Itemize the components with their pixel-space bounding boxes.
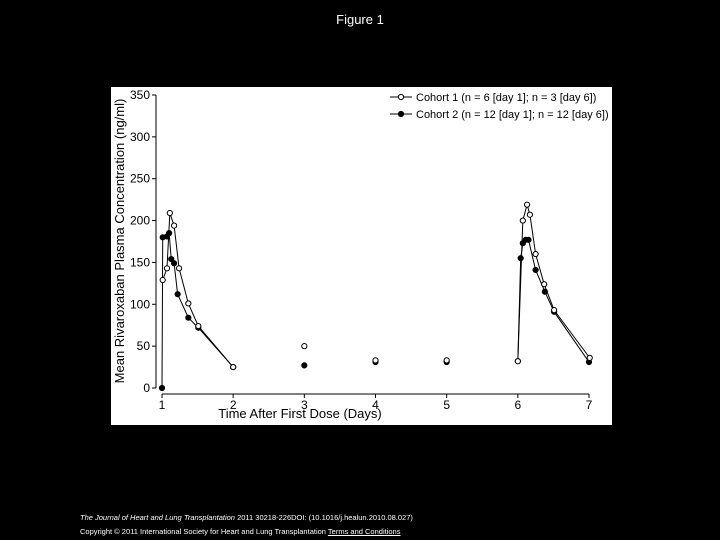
y-tick-label: 0 (143, 381, 150, 395)
citation: 2011 30218-226DOI: (10.1016/j.healun.201… (237, 513, 413, 522)
data-point (174, 291, 181, 298)
x-tick-label: 1 (159, 398, 166, 412)
series-line (162, 212, 234, 368)
x-tick-label: 7 (586, 398, 593, 412)
data-point (525, 236, 532, 243)
data-point (517, 255, 524, 262)
data-point (551, 307, 558, 314)
footer-line: The Journal of Heart and Lung Transplant… (80, 513, 413, 522)
data-point (372, 357, 379, 364)
data-point (301, 362, 308, 369)
journal: The Journal of Heart and Lung Transplant… (80, 513, 235, 522)
footer-line: Copyright © 2011 International Society f… (80, 527, 400, 536)
y-tick-label: 250 (130, 172, 150, 186)
legend-marker (397, 110, 405, 118)
data-point (185, 314, 192, 321)
x-axis-label: Time After First Dose (Days) (218, 406, 381, 421)
data-point (532, 250, 539, 258)
data-point (301, 343, 308, 350)
y-tick-label: 100 (130, 297, 150, 311)
legend-marker (397, 93, 405, 101)
data-point (185, 300, 192, 307)
data-point (586, 354, 593, 361)
data-point (170, 222, 178, 229)
data-point (168, 255, 175, 263)
y-tick-label: 300 (130, 130, 150, 144)
data-point (519, 217, 526, 224)
x-tick-label: 5 (443, 398, 450, 412)
data-point (195, 322, 202, 330)
x-tick-label: 4 (372, 398, 379, 412)
data-point (523, 201, 531, 208)
data-point (532, 266, 539, 274)
data-point (443, 357, 450, 364)
terms-link[interactable]: Terms and Conditions (327, 527, 401, 536)
chart-title: Figure 1 (336, 12, 384, 27)
data-point (175, 265, 183, 272)
y-tick-label: 150 (130, 255, 150, 269)
data-point (541, 281, 548, 288)
y-tick-label: 350 (130, 88, 150, 102)
y-tick-label: 200 (130, 214, 150, 228)
copyright: Copyright © 2011 International Society f… (80, 527, 326, 536)
data-point (170, 260, 178, 267)
data-point (159, 276, 166, 284)
y-tick-label: 50 (137, 339, 151, 353)
data-point (514, 358, 521, 365)
legend-label: Cohort 1 (n = 6 [day 1]; n = 3 [day 6]) (416, 92, 596, 104)
y-axis-label: Mean Rivaroxaban Plasma Concentration (n… (112, 99, 127, 384)
data-point (158, 384, 166, 392)
chart-panel (111, 87, 612, 425)
x-tick-label: 2 (230, 398, 237, 412)
data-point (166, 209, 173, 217)
legend-label: Cohort 2 (n = 12 [day 1]; n = 12 [day 6]… (416, 109, 609, 121)
x-tick-label: 3 (301, 398, 308, 412)
x-tick-label: 6 (514, 398, 521, 412)
data-point (526, 211, 534, 218)
data-point (230, 363, 237, 371)
data-point (163, 265, 171, 272)
